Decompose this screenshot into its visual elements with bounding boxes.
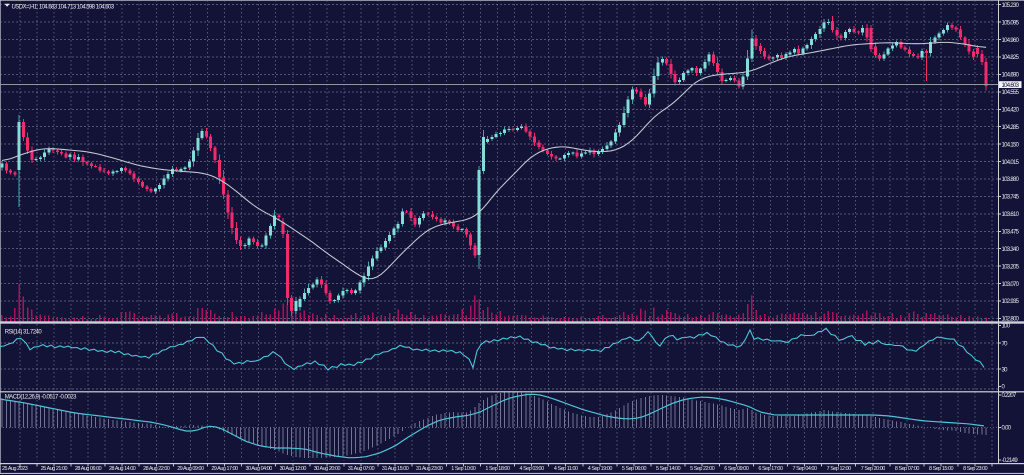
svg-text:103.205: 103.205 — [1002, 264, 1020, 270]
svg-text:103.340: 103.340 — [1002, 247, 1020, 253]
svg-text:25 Aug 21:00: 25 Aug 21:00 — [41, 466, 68, 472]
svg-text:0.2207: 0.2207 — [1002, 393, 1018, 399]
svg-text:MACD(12,26,9) -0.0517 -0.0023: MACD(12,26,9) -0.0517 -0.0023 — [5, 395, 77, 401]
svg-text:6 Sep 17:00: 6 Sep 17:00 — [758, 466, 783, 472]
svg-text:30: 30 — [1002, 367, 1009, 373]
svg-text:103.475: 103.475 — [1002, 229, 1020, 235]
svg-text:102.935: 102.935 — [1002, 299, 1020, 305]
svg-text:104.825: 104.825 — [1002, 55, 1020, 61]
svg-text:103.745: 103.745 — [1002, 195, 1020, 201]
svg-text:7 Sep 12:00: 7 Sep 12:00 — [827, 466, 852, 472]
svg-text:4 Sep 19:00: 4 Sep 19:00 — [588, 466, 613, 472]
svg-text:8 Sep 15:00: 8 Sep 15:00 — [929, 466, 954, 472]
svg-text:7 Sep 04:00: 7 Sep 04:00 — [792, 466, 817, 472]
svg-text:RSI(14) 31.7240: RSI(14) 31.7240 — [5, 330, 43, 336]
svg-text:100: 100 — [1002, 324, 1011, 330]
svg-text:28 Aug 06:00: 28 Aug 06:00 — [75, 466, 102, 472]
svg-text:103.610: 103.610 — [1002, 212, 1020, 218]
svg-text:4 Sep 11:00: 4 Sep 11:00 — [554, 466, 578, 472]
svg-text:30 Aug 12:00: 30 Aug 12:00 — [280, 466, 307, 472]
svg-text:105.095: 105.095 — [1002, 20, 1020, 26]
svg-text:8 Sep 23:00: 8 Sep 23:00 — [963, 466, 988, 472]
svg-text:104.603: 104.603 — [1002, 83, 1020, 89]
svg-text:104.150: 104.150 — [1002, 142, 1020, 148]
svg-text:4 Sep 03:00: 4 Sep 03:00 — [520, 466, 545, 472]
svg-text:-0.2149: -0.2149 — [1002, 458, 1019, 464]
svg-text:29 Aug 17:00: 29 Aug 17:00 — [211, 466, 238, 472]
svg-text:1 Sep 10:00: 1 Sep 10:00 — [451, 466, 476, 472]
svg-text:0.00: 0.00 — [1002, 426, 1012, 432]
svg-text:0: 0 — [1002, 385, 1006, 391]
svg-text:105.230: 105.230 — [1002, 3, 1020, 9]
svg-text:31 Aug 15:00: 31 Aug 15:00 — [382, 466, 409, 472]
svg-text:103.070: 103.070 — [1002, 282, 1020, 288]
svg-text:USDX=,H1: 104.683 104.713 104.: USDX=,H1: 104.683 104.713 104.598 104.60… — [12, 5, 115, 11]
svg-text:5 Sep 22:00: 5 Sep 22:00 — [690, 466, 715, 472]
svg-text:28 Aug 22:00: 28 Aug 22:00 — [143, 466, 170, 472]
svg-text:70: 70 — [1002, 341, 1009, 347]
svg-text:31 Aug 23:00: 31 Aug 23:00 — [416, 466, 443, 472]
svg-text:30 Aug 20:00: 30 Aug 20:00 — [314, 466, 341, 472]
svg-text:29 Aug 09:00: 29 Aug 09:00 — [177, 466, 204, 472]
svg-text:102.800: 102.800 — [1002, 317, 1020, 323]
svg-text:104.420: 104.420 — [1002, 107, 1020, 113]
svg-text:104.555: 104.555 — [1002, 90, 1020, 96]
svg-text:104.285: 104.285 — [1002, 125, 1020, 131]
svg-text:1 Sep 18:00: 1 Sep 18:00 — [485, 466, 510, 472]
svg-text:30 Aug 04:00: 30 Aug 04:00 — [245, 466, 272, 472]
svg-text:7 Sep 20:00: 7 Sep 20:00 — [861, 466, 886, 472]
svg-text:104.690: 104.690 — [1002, 73, 1020, 79]
svg-text:104.015: 104.015 — [1002, 160, 1020, 166]
svg-text:25 Aug 2023: 25 Aug 2023 — [2, 466, 28, 472]
svg-text:8 Sep 07:00: 8 Sep 07:00 — [895, 466, 920, 472]
svg-text:103.880: 103.880 — [1002, 177, 1020, 183]
svg-text:31 Aug 07:00: 31 Aug 07:00 — [348, 466, 375, 472]
svg-text:5 Sep 14:00: 5 Sep 14:00 — [656, 466, 681, 472]
svg-text:5 Sep 06:00: 5 Sep 06:00 — [622, 466, 647, 472]
svg-text:28 Aug 14:00: 28 Aug 14:00 — [109, 466, 136, 472]
svg-text:104.960: 104.960 — [1002, 38, 1020, 44]
svg-text:6 Sep 09:00: 6 Sep 09:00 — [724, 466, 749, 472]
